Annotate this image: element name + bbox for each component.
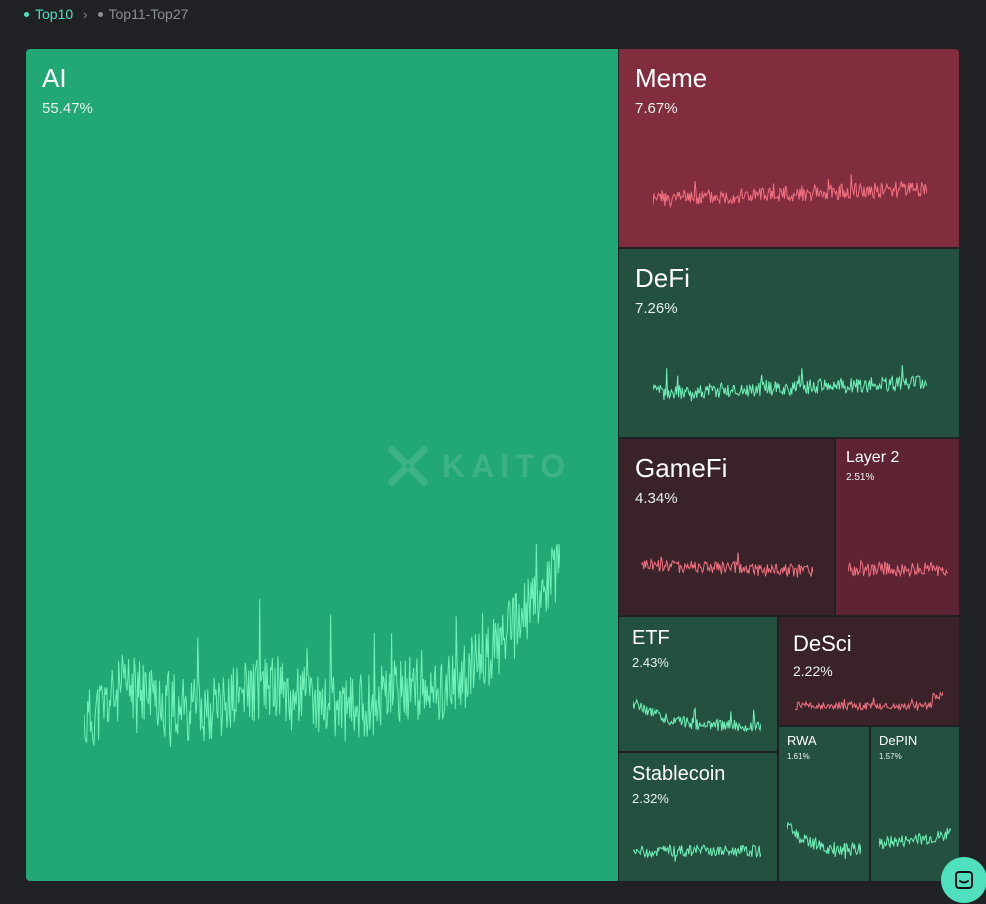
tile-depin-name: DePIN — [879, 733, 918, 748]
tile-stablecoin-share: 2.32% — [632, 791, 669, 806]
sparkline-path — [653, 364, 927, 402]
tile-gamefi-name: GameFi — [635, 453, 728, 483]
tile-desci[interactable]: DeSci 2.22% — [779, 617, 959, 725]
tile-layer2-name: Layer 2 — [846, 449, 900, 466]
tile-ai-name: AI — [42, 63, 67, 93]
tile-depin-sparkline — [879, 827, 951, 850]
sparkline-path — [848, 559, 948, 578]
kaito-watermark: KAITO — [388, 446, 571, 486]
tile-desci-name: DeSci — [793, 631, 852, 656]
tab-top10-label: Top10 — [35, 6, 74, 22]
tile-etf-sparkline — [633, 698, 761, 732]
tile-defi[interactable]: DeFi 7.26% — [619, 249, 959, 437]
tile-stablecoin-sparkline — [633, 844, 761, 862]
tab-top10[interactable]: Top10 — [24, 6, 73, 22]
tile-layer2-share: 2.51% — [846, 472, 875, 483]
tile-meme[interactable]: Meme 7.67% — [619, 49, 959, 247]
tile-etf-share: 2.43% — [632, 655, 669, 670]
tab-top11-top27[interactable]: Top11-Top27 — [97, 6, 189, 22]
tile-stablecoin-name: Stablecoin — [632, 763, 726, 785]
sparkline-path — [641, 552, 813, 578]
tile-defi-name: DeFi — [635, 263, 690, 293]
tile-meme-name: Meme — [635, 63, 708, 93]
tile-gamefi-share: 4.34% — [635, 490, 678, 507]
tile-depin-share: 1.57% — [879, 752, 902, 761]
sparkline-path — [633, 844, 761, 862]
tab-bar: Top10 › Top11-Top27 — [24, 5, 188, 23]
tile-rwa-share: 1.61% — [787, 752, 810, 761]
chevron-right-icon: › — [83, 6, 88, 22]
sparkline-path — [633, 698, 761, 732]
active-dot-icon — [24, 11, 29, 17]
sparkline-path — [879, 827, 951, 850]
tile-ai[interactable]: AI 55.47% KAITO — [26, 49, 618, 881]
chat-icon — [955, 871, 973, 889]
sparkline-path — [653, 174, 927, 209]
inactive-dot-icon — [97, 11, 103, 17]
tile-gamefi-sparkline — [641, 552, 813, 578]
sector-treemap: AI 55.47% KAITO Meme 7.67% DeFi 7.26% Ga… — [26, 49, 959, 881]
sparkline-path — [787, 822, 861, 859]
tile-meme-sparkline — [653, 174, 927, 209]
tile-depin[interactable]: DePIN 1.57% — [871, 727, 959, 881]
tile-etf[interactable]: ETF 2.43% — [619, 617, 777, 751]
tile-defi-sparkline — [653, 364, 927, 402]
tile-rwa[interactable]: RWA 1.61% — [779, 727, 869, 881]
tab-top11-top27-label: Top11-Top27 — [108, 6, 189, 22]
tile-etf-name: ETF — [632, 627, 670, 649]
tile-layer2-sparkline — [848, 559, 948, 578]
tile-defi-share: 7.26% — [635, 300, 678, 317]
tile-desci-share: 2.22% — [793, 663, 833, 679]
tile-stablecoin[interactable]: Stablecoin 2.32% — [619, 753, 777, 881]
tile-meme-share: 7.67% — [635, 100, 678, 117]
tile-rwa-sparkline — [787, 822, 861, 859]
tile-ai-share: 55.47% — [42, 100, 93, 117]
tile-desci-sparkline — [795, 691, 943, 711]
sparkline-path — [84, 544, 560, 748]
tile-gamefi[interactable]: GameFi 4.34% — [619, 439, 834, 615]
watermark-text: KAITO — [442, 447, 571, 484]
kaito-logo-icon — [388, 446, 428, 486]
tile-ai-sparkline — [84, 544, 560, 748]
sparkline-path — [795, 691, 943, 711]
chat-support-button[interactable] — [941, 857, 986, 903]
tile-rwa-name: RWA — [787, 733, 817, 748]
tile-layer2[interactable]: Layer 2 2.51% — [836, 439, 959, 615]
